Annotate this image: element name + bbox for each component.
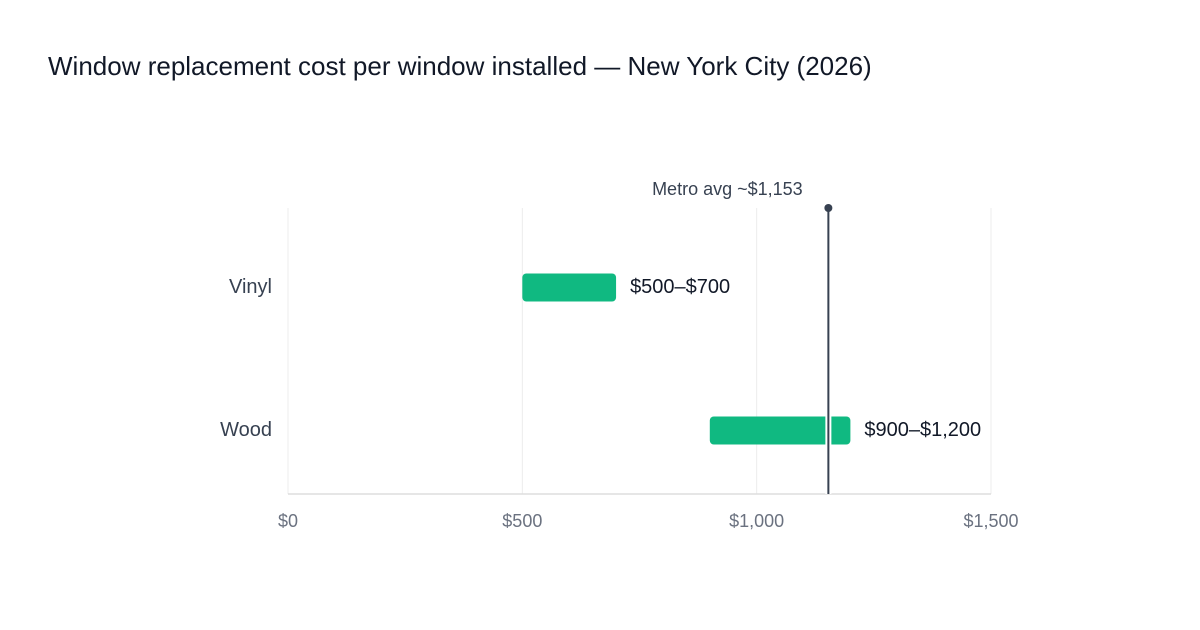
x-tick-label: $0 <box>278 511 298 531</box>
bar <box>709 416 851 445</box>
y-tick-label: Wood <box>220 419 272 441</box>
value-label: $500–$700 <box>630 276 730 298</box>
y-tick-label: Vinyl <box>229 276 272 298</box>
x-tick-label: $1,000 <box>729 511 784 531</box>
reference-label: Metro avg ~$1,153 <box>652 179 803 199</box>
reference-dot <box>824 204 833 212</box>
value-label: $900–$1,200 <box>864 419 981 441</box>
x-tick-label: $500 <box>502 511 542 531</box>
x-tick-label: $1,500 <box>963 511 1018 531</box>
chart-title: Window replacement cost per window insta… <box>48 51 872 81</box>
bar <box>522 273 617 302</box>
